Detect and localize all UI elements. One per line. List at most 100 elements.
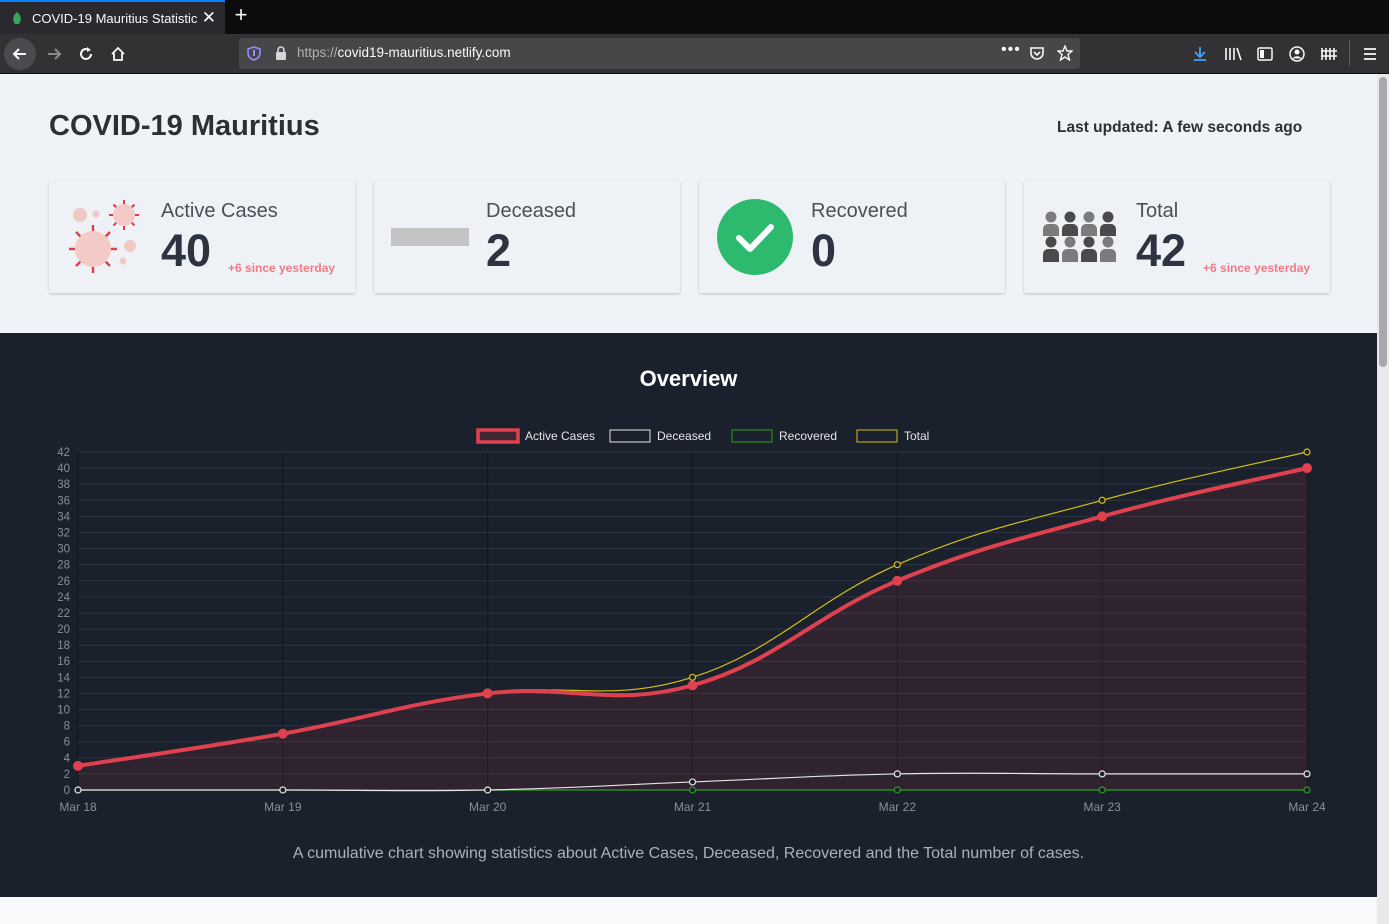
card-value: 2 (486, 225, 512, 276)
data-point (1303, 770, 1311, 778)
y-tick-label: 16 (57, 656, 70, 668)
mauritius-leaf-favicon (13, 12, 21, 24)
library-icon[interactable] (1223, 44, 1243, 64)
y-tick-label: 10 (57, 705, 70, 717)
y-tick-label: 20 (57, 624, 70, 636)
page-title: COVID-19 Mauritius (49, 110, 320, 142)
y-tick-label: 4 (64, 753, 71, 765)
data-point (893, 770, 901, 778)
data-point (484, 786, 492, 794)
lock-icon[interactable] (275, 46, 287, 60)
legend-label: Active Cases (525, 429, 595, 443)
data-point (688, 786, 697, 794)
data-point (688, 778, 697, 786)
y-tick-label: 32 (57, 527, 70, 539)
browser-toolbar: https://covid19-mauritius.netlify.com ••… (0, 34, 1389, 74)
card-value: 40 (161, 225, 212, 276)
y-tick-label: 34 (57, 511, 70, 523)
tab-close-icon[interactable]: ✕ (201, 8, 216, 27)
y-tick-label: 36 (57, 495, 70, 507)
active-cases-card: Active Cases 40 +6 since yesterday (49, 181, 355, 293)
browser-tab-active[interactable]: COVID-19 Mauritius Statistics ✕ (0, 0, 225, 34)
data-point (73, 760, 83, 771)
overview-section (0, 333, 1377, 897)
y-tick-label: 40 (57, 463, 70, 475)
x-tick-label: Mar 24 (1288, 800, 1326, 814)
legend-swatch (731, 429, 773, 443)
data-point (277, 728, 288, 739)
browser-tab-bar: COVID-19 Mauritius Statistics ✕ + (0, 0, 1389, 34)
total-card: Total 42 +6 since yesterday (1024, 181, 1330, 293)
y-tick-label: 0 (64, 785, 70, 797)
data-point (1303, 786, 1311, 794)
data-point (482, 688, 493, 699)
legend-label: Recovered (779, 429, 837, 443)
card-value: 42 (1136, 225, 1187, 276)
card-label: Active Cases (161, 200, 278, 222)
data-point (1098, 786, 1106, 794)
y-tick-label: 22 (57, 608, 70, 620)
data-point (688, 673, 697, 681)
x-tick-label: Mar 19 (264, 800, 302, 814)
y-tick-label: 28 (57, 560, 70, 572)
chart-caption: A cumulative chart showing statistics ab… (292, 845, 1085, 862)
toolbar-divider (1349, 40, 1350, 66)
y-tick-label: 38 (57, 479, 70, 491)
check-circle-icon (717, 199, 793, 275)
legend-swatch (856, 429, 898, 443)
home-icon (111, 46, 125, 61)
legend-swatch (609, 429, 651, 443)
overview-title: Overview (639, 366, 738, 391)
downloads-icon[interactable] (1190, 44, 1210, 64)
y-tick-label: 24 (57, 592, 70, 604)
recovered-card: Recovered 0 (699, 181, 1005, 293)
x-tick-label: Mar 23 (1083, 800, 1121, 814)
card-label: Total (1136, 200, 1179, 222)
people-group-icon (1043, 211, 1116, 262)
y-tick-label: 8 (64, 721, 70, 733)
deceased-card: Deceased 2 (374, 181, 680, 293)
scrollbar-thumb[interactable] (1379, 77, 1387, 367)
y-tick-label: 6 (64, 737, 70, 749)
hamburger-menu-icon[interactable] (1360, 44, 1380, 64)
y-tick-label: 26 (57, 576, 70, 588)
reload-button[interactable] (70, 38, 102, 70)
back-arrow-icon (12, 48, 26, 60)
y-tick-label: 42 (57, 447, 70, 459)
data-point (1302, 463, 1312, 474)
y-tick-label: 30 (57, 544, 70, 556)
card-label: Recovered (811, 200, 908, 222)
home-button[interactable] (102, 38, 134, 70)
extension-icon[interactable] (1319, 44, 1339, 64)
back-button[interactable] (4, 38, 36, 70)
bookmark-star-icon[interactable] (1057, 45, 1073, 61)
y-tick-label: 2 (64, 769, 70, 781)
x-tick-label: Mar 22 (879, 800, 917, 814)
data-point (1098, 496, 1106, 504)
legend-label: Total (904, 429, 929, 443)
card-value: 0 (811, 225, 837, 276)
url-text[interactable]: https://covid19-mauritius.netlify.com (297, 45, 511, 60)
data-point (893, 786, 901, 794)
page-bottom (0, 897, 1377, 924)
forward-button[interactable] (38, 38, 70, 70)
page-scrollbar[interactable] (1377, 74, 1389, 924)
overview-line-chart: 024681012141618202224262830323436384042M… (57, 428, 1326, 814)
page-actions-icon[interactable]: ••• (1001, 41, 1021, 58)
y-tick-label: 12 (57, 688, 70, 700)
virus-icon (69, 200, 139, 273)
x-tick-label: Mar 21 (674, 800, 712, 814)
active-cases-area (78, 468, 1307, 790)
tracking-shield-icon[interactable] (247, 46, 261, 61)
data-point (893, 561, 901, 569)
pocket-icon[interactable] (1029, 45, 1045, 61)
account-icon[interactable] (1287, 44, 1307, 64)
legend-swatch (476, 428, 520, 444)
address-bar[interactable]: https://covid19-mauritius.netlify.com ••… (239, 38, 1080, 69)
deceased-bar-icon (391, 228, 469, 246)
new-tab-icon[interactable]: + (234, 2, 248, 27)
browser-tab-title: COVID-19 Mauritius Statistics (32, 10, 197, 26)
forward-arrow-icon (48, 48, 62, 60)
sidebar-icon[interactable] (1255, 44, 1275, 64)
y-tick-label: 14 (57, 672, 70, 684)
